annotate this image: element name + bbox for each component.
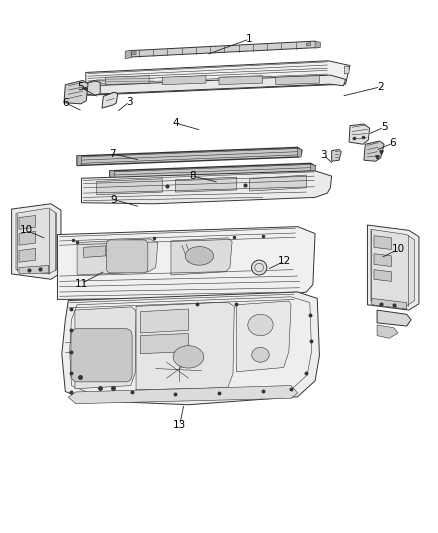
Ellipse shape: [173, 346, 204, 368]
Polygon shape: [19, 265, 49, 274]
Polygon shape: [97, 179, 162, 195]
Polygon shape: [75, 307, 136, 389]
Text: 11: 11: [75, 279, 88, 288]
Text: 9: 9: [110, 195, 117, 205]
Polygon shape: [77, 156, 81, 165]
Polygon shape: [364, 141, 384, 161]
Polygon shape: [219, 76, 263, 85]
Ellipse shape: [251, 260, 267, 275]
Polygon shape: [81, 171, 332, 204]
Text: 5: 5: [381, 122, 387, 132]
Polygon shape: [297, 149, 302, 157]
Polygon shape: [332, 150, 341, 161]
Polygon shape: [311, 165, 316, 172]
Polygon shape: [276, 76, 319, 85]
Polygon shape: [136, 302, 234, 390]
Polygon shape: [86, 61, 350, 95]
Text: 1: 1: [246, 34, 253, 44]
Polygon shape: [237, 301, 291, 372]
Polygon shape: [77, 340, 90, 373]
Polygon shape: [16, 208, 57, 274]
Text: 6: 6: [62, 98, 69, 108]
Polygon shape: [68, 385, 297, 403]
Polygon shape: [125, 50, 132, 59]
Polygon shape: [130, 41, 319, 57]
Text: 3: 3: [321, 150, 327, 160]
Polygon shape: [141, 334, 188, 354]
Polygon shape: [110, 170, 114, 180]
Ellipse shape: [185, 247, 214, 265]
Text: 4: 4: [172, 118, 179, 128]
Text: 6: 6: [389, 138, 396, 148]
Polygon shape: [62, 292, 319, 405]
Polygon shape: [84, 246, 106, 257]
Text: 10: 10: [392, 245, 405, 254]
Text: 8: 8: [190, 171, 196, 181]
Polygon shape: [132, 52, 136, 55]
Text: 7: 7: [109, 149, 115, 159]
Polygon shape: [57, 227, 315, 300]
Polygon shape: [250, 175, 306, 191]
Text: 12: 12: [278, 256, 291, 266]
Polygon shape: [64, 80, 88, 104]
Ellipse shape: [252, 348, 269, 362]
Polygon shape: [77, 239, 158, 275]
Polygon shape: [12, 204, 61, 279]
Polygon shape: [306, 43, 311, 46]
Polygon shape: [377, 310, 411, 326]
Text: 3: 3: [126, 96, 133, 107]
Polygon shape: [372, 298, 407, 309]
Polygon shape: [175, 177, 237, 192]
Ellipse shape: [248, 314, 273, 336]
Polygon shape: [171, 238, 232, 275]
Polygon shape: [106, 76, 149, 85]
Polygon shape: [367, 225, 419, 310]
FancyBboxPatch shape: [71, 329, 132, 382]
Polygon shape: [92, 75, 346, 94]
Polygon shape: [162, 76, 206, 85]
Polygon shape: [110, 164, 315, 180]
Polygon shape: [371, 229, 415, 306]
Polygon shape: [77, 148, 302, 165]
Polygon shape: [19, 248, 35, 262]
Polygon shape: [19, 215, 35, 229]
Polygon shape: [344, 66, 349, 74]
Polygon shape: [102, 92, 118, 108]
Text: 13: 13: [173, 420, 186, 430]
Polygon shape: [349, 124, 370, 144]
Polygon shape: [315, 42, 320, 48]
Polygon shape: [141, 309, 188, 333]
Polygon shape: [374, 236, 392, 249]
Text: 10: 10: [19, 225, 32, 236]
FancyBboxPatch shape: [106, 240, 148, 273]
Text: 2: 2: [377, 82, 384, 92]
Polygon shape: [81, 80, 100, 95]
Polygon shape: [19, 231, 35, 245]
Polygon shape: [374, 254, 392, 266]
Polygon shape: [374, 270, 392, 281]
Text: 5: 5: [77, 82, 84, 92]
Polygon shape: [377, 325, 398, 338]
